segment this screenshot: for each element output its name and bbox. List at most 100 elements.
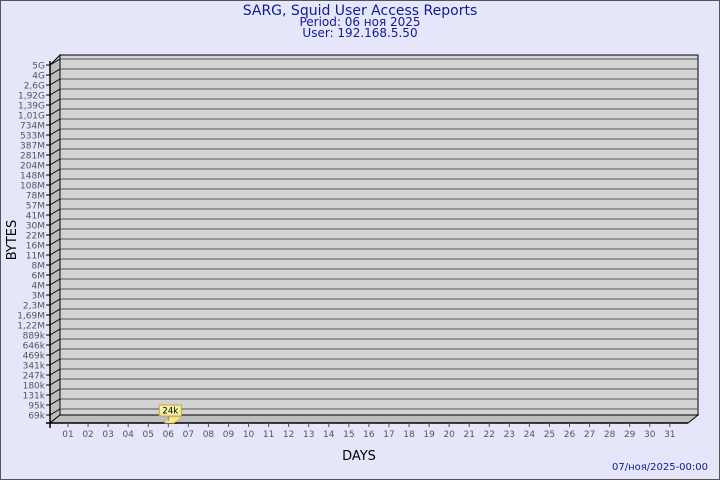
y-axis-label: BYTES xyxy=(5,220,20,261)
y-tick-label: 69k xyxy=(28,412,45,422)
chart-period: Period: 06 ноя 2025 xyxy=(299,15,421,29)
y-tick-diagonal xyxy=(49,288,61,296)
y-tick-label: 131k xyxy=(23,392,46,402)
y-tick-diagonal xyxy=(49,308,61,316)
y-tick-label: 247k xyxy=(23,372,46,382)
y-tick-label: 22M xyxy=(26,232,45,242)
y-tick-diagonal xyxy=(49,358,61,366)
y-tick-label: 1,22M xyxy=(17,322,45,332)
x-tick-label: 20 xyxy=(443,430,455,440)
y-tick-label: 4M xyxy=(32,282,46,292)
y-tick-diagonal xyxy=(49,228,61,236)
x-tick-label: 07 xyxy=(183,430,194,440)
y-tick-label: 6M xyxy=(32,272,46,282)
y-tick-diagonal xyxy=(49,248,61,256)
y-tick-label: 41M xyxy=(26,212,45,222)
x-tick-label: 04 xyxy=(122,430,134,440)
x-tick-label: 13 xyxy=(303,430,314,440)
x-tick-label: 29 xyxy=(624,430,636,440)
x-tick-label: 21 xyxy=(463,430,474,440)
y-tick-label: 469k xyxy=(23,352,46,362)
x-tick-label: 19 xyxy=(423,430,435,440)
y-tick-diagonal xyxy=(49,338,61,346)
y-tick-diagonal xyxy=(49,258,61,266)
y-tick-label: 78M xyxy=(26,192,45,202)
y-tick-label: 3M xyxy=(32,292,46,302)
y-tick-label: 108M xyxy=(20,182,45,192)
x-tick-label: 22 xyxy=(484,430,495,440)
y-tick-label: 1,69M xyxy=(17,312,45,322)
y-tick-diagonal xyxy=(49,68,61,76)
y-tick-diagonal xyxy=(49,298,61,306)
x-tick-label: 10 xyxy=(243,430,255,440)
y-tick-label: 204M xyxy=(20,162,45,172)
y-tick-label: 1,01G xyxy=(18,112,45,122)
y-tick-diagonal xyxy=(49,118,61,126)
y-tick-label: 30M xyxy=(26,222,45,232)
y-tick-label: 8M xyxy=(32,262,46,272)
x-tick-label: 01 xyxy=(62,430,73,440)
y-tick-diagonal xyxy=(49,78,61,86)
x-tick-label: 28 xyxy=(604,430,616,440)
x-tick-label: 18 xyxy=(403,430,415,440)
y-tick-diagonal xyxy=(49,88,61,96)
x-tick-label: 30 xyxy=(644,430,656,440)
y-tick-diagonal xyxy=(49,398,61,406)
x-tick-label: 09 xyxy=(223,430,235,440)
x-tick-label: 05 xyxy=(143,430,154,440)
chart-title: SARG, Squid User Access Reports xyxy=(242,3,478,19)
data-label-box xyxy=(158,404,182,417)
y-tick-diagonal xyxy=(49,408,61,416)
y-tick-diagonal xyxy=(49,138,61,146)
footer-timestamp: 07/ноя/2025-00:00 xyxy=(612,462,708,473)
y-tick-label: 11M xyxy=(26,252,45,262)
y-tick-label: 387M xyxy=(20,142,45,152)
y-tick-diagonal xyxy=(49,58,61,66)
data-label: 24k xyxy=(162,407,178,417)
y-tick-label: 5G xyxy=(32,62,45,72)
x-tick-label: 12 xyxy=(283,430,294,440)
y-tick-label: 341k xyxy=(23,362,46,372)
y-tick-label: 95k xyxy=(28,402,45,412)
y-tick-diagonal xyxy=(49,178,61,186)
x-tick-label: 27 xyxy=(584,430,595,440)
x-tick-label: 15 xyxy=(343,430,354,440)
plot-floor xyxy=(48,414,700,424)
y-tick-diagonal xyxy=(49,158,61,166)
y-tick-label: 57M xyxy=(26,202,45,212)
x-axis-label: DAYS xyxy=(342,449,376,464)
y-tick-diagonal xyxy=(49,218,61,226)
y-tick-diagonal xyxy=(49,328,61,336)
x-tick-label: 11 xyxy=(263,430,274,440)
y-tick-diagonal xyxy=(49,388,61,396)
y-tick-diagonal xyxy=(49,278,61,286)
y-tick-diagonal xyxy=(49,318,61,326)
y-tick-label: 2,3M xyxy=(23,302,45,312)
x-tick-label: 23 xyxy=(504,430,515,440)
y-tick-diagonal xyxy=(49,238,61,246)
y-tick-diagonal xyxy=(49,168,61,176)
y-tick-diagonal xyxy=(49,378,61,386)
y-tick-diagonal xyxy=(49,268,61,276)
x-tick-label: 14 xyxy=(323,430,335,440)
y-tick-label: 646k xyxy=(23,342,46,352)
y-tick-diagonal xyxy=(49,148,61,156)
y-tick-label: 4G xyxy=(32,72,45,82)
y-tick-label: 180k xyxy=(23,382,46,392)
x-tick-label: 24 xyxy=(524,430,536,440)
y-tick-diagonal xyxy=(49,348,61,356)
y-tick-diagonal xyxy=(49,128,61,136)
y-tick-label: 889k xyxy=(23,332,46,342)
chart-user: User: 192.168.5.50 xyxy=(302,26,418,40)
x-tick-label: 02 xyxy=(82,430,93,440)
y-tick-label: 1,39G xyxy=(18,102,45,112)
y-tick-diagonal xyxy=(49,98,61,106)
x-tick-label: 06 xyxy=(163,430,175,440)
x-tick-label: 08 xyxy=(203,430,215,440)
x-tick-label: 26 xyxy=(564,430,576,440)
y-tick-label: 281M xyxy=(20,152,45,162)
x-tick-label: 17 xyxy=(383,430,394,440)
x-tick-label: 25 xyxy=(544,430,555,440)
y-tick-diagonal xyxy=(49,208,61,216)
y-tick-label: 734M xyxy=(20,122,45,132)
